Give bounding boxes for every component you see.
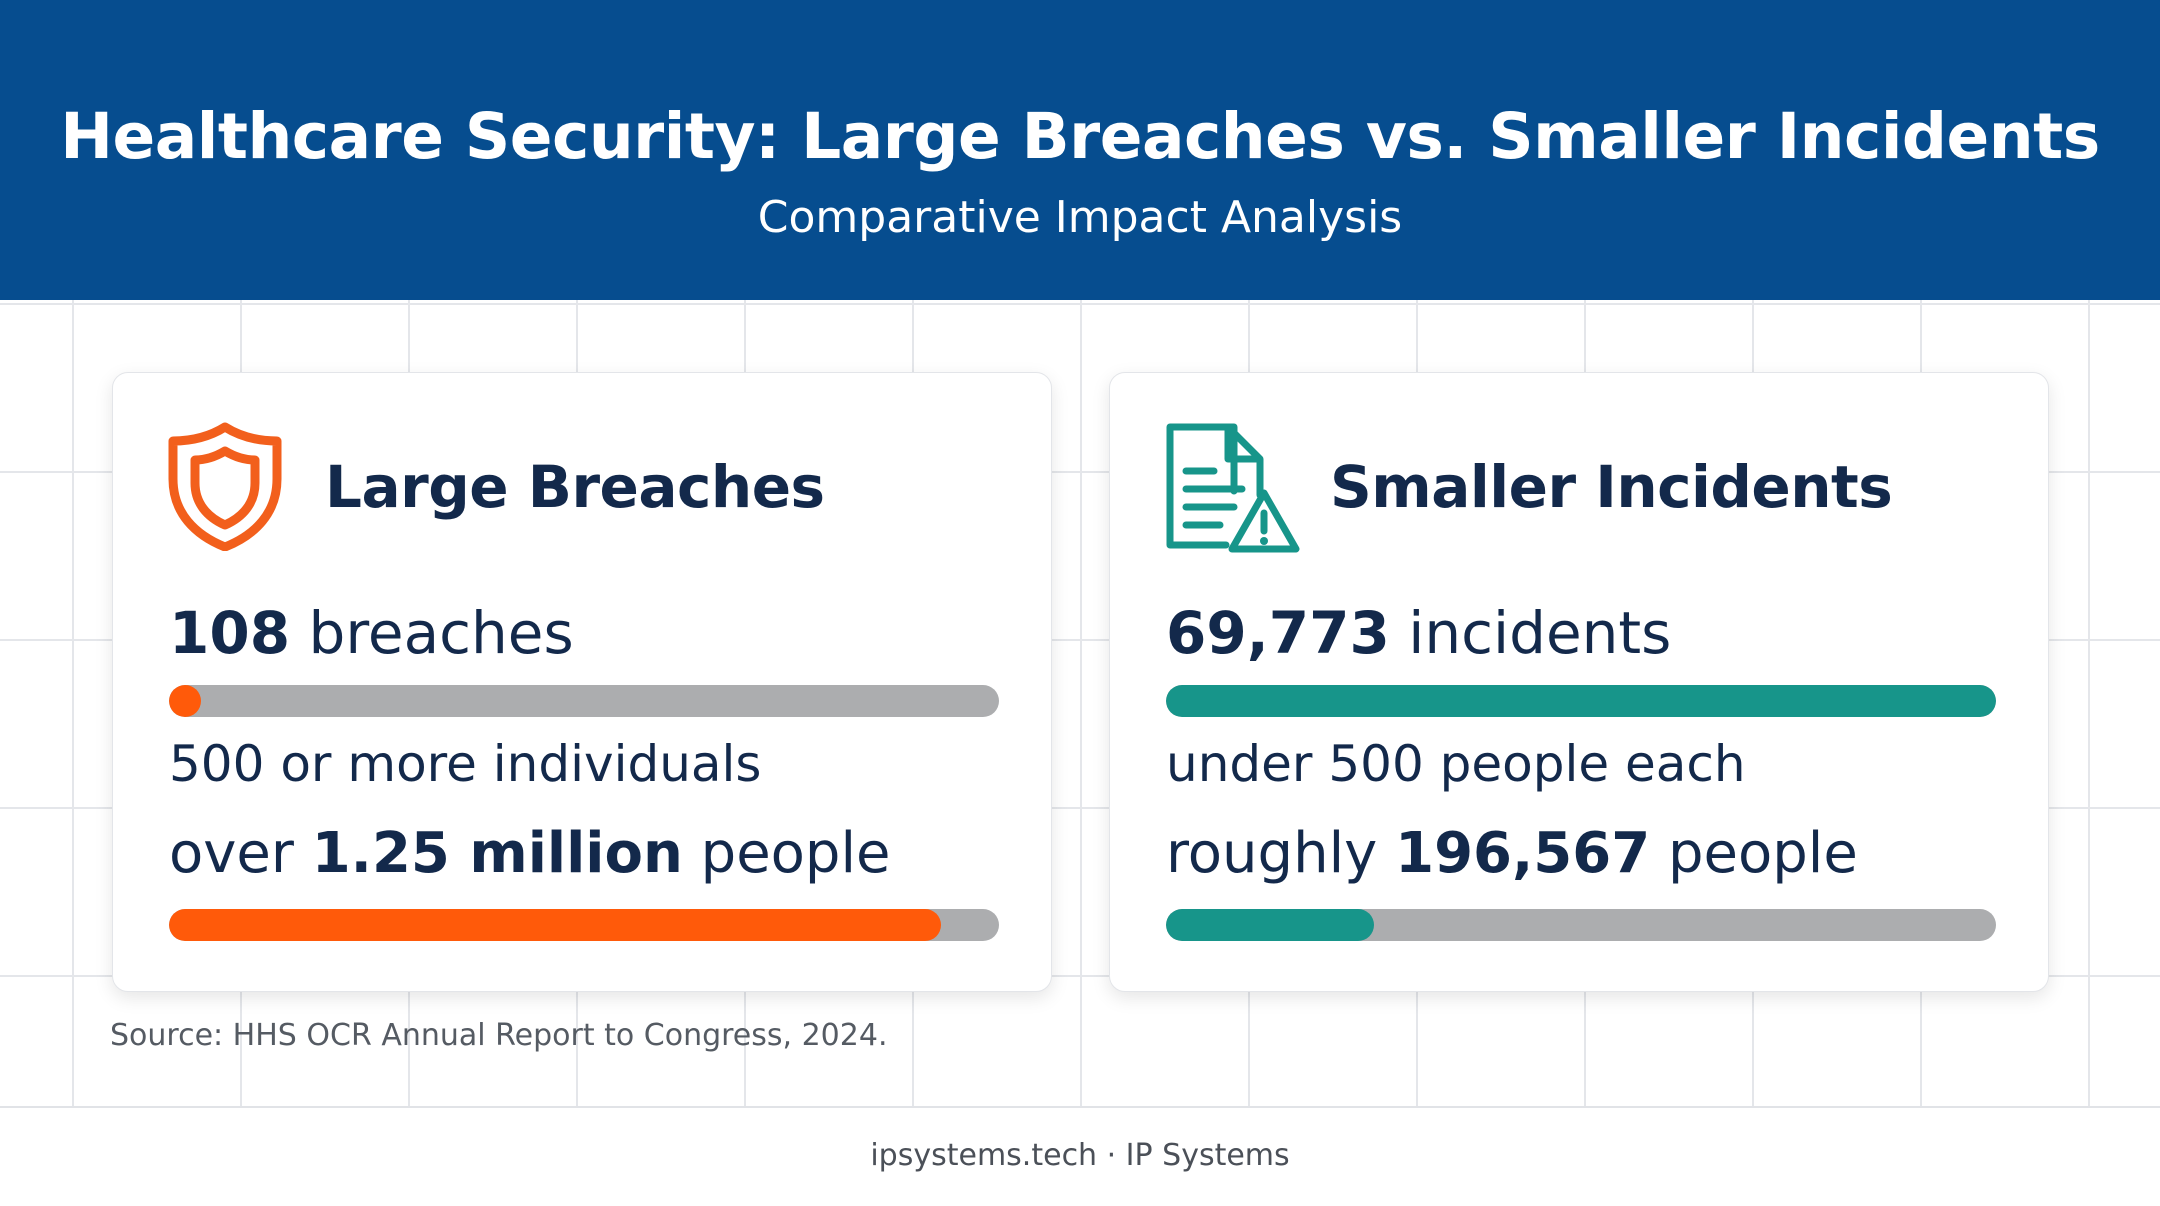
- people-line: over 1.25 million people: [169, 821, 890, 886]
- page-title: Healthcare Security: Large Breaches vs. …: [60, 100, 2100, 173]
- document-warning-icon: [1166, 423, 1300, 553]
- source-note: Source: HHS OCR Annual Report to Congres…: [110, 1018, 888, 1053]
- people-progress-bar: [1166, 909, 1996, 941]
- count-unit: incidents: [1408, 599, 1672, 667]
- count-progress-fill: [1166, 685, 1996, 717]
- card-title: Smaller Incidents: [1330, 453, 1893, 521]
- count-progress-bar: [169, 685, 999, 717]
- people-suffix: people: [1667, 821, 1858, 886]
- people-suffix: people: [700, 821, 891, 886]
- count-line: 108 breaches: [169, 599, 574, 667]
- shield-icon: [168, 422, 282, 551]
- people-prefix: roughly: [1166, 821, 1378, 886]
- page-subtitle: Comparative Impact Analysis: [757, 192, 1403, 243]
- people-value: 196,567: [1395, 821, 1651, 886]
- count-unit: breaches: [308, 599, 574, 667]
- count-progress-fill: [169, 685, 201, 717]
- footer-credit: ipsystems.tech · IP Systems: [870, 1138, 1290, 1173]
- count-value: 69,773: [1166, 599, 1390, 667]
- large-breaches-card: Large Breaches 108 breaches 500 or more …: [112, 372, 1052, 992]
- count-value: 108: [169, 599, 291, 667]
- people-progress-fill: [1166, 909, 1374, 941]
- card-description: under 500 people each: [1166, 735, 1746, 793]
- people-prefix: over: [169, 821, 294, 886]
- smaller-incidents-card: Smaller Incidents 69,773 incidents under…: [1109, 372, 2049, 992]
- card-description: 500 or more individuals: [169, 735, 762, 793]
- count-progress-bar: [1166, 685, 1996, 717]
- card-title: Large Breaches: [325, 453, 825, 521]
- people-line: roughly 196,567 people: [1166, 821, 1858, 886]
- people-progress-bar: [169, 909, 999, 941]
- people-progress-fill: [169, 909, 941, 941]
- count-line: 69,773 incidents: [1166, 599, 1671, 667]
- people-value: 1.25 million: [311, 821, 683, 886]
- header-banner: Healthcare Security: Large Breaches vs. …: [0, 0, 2160, 300]
